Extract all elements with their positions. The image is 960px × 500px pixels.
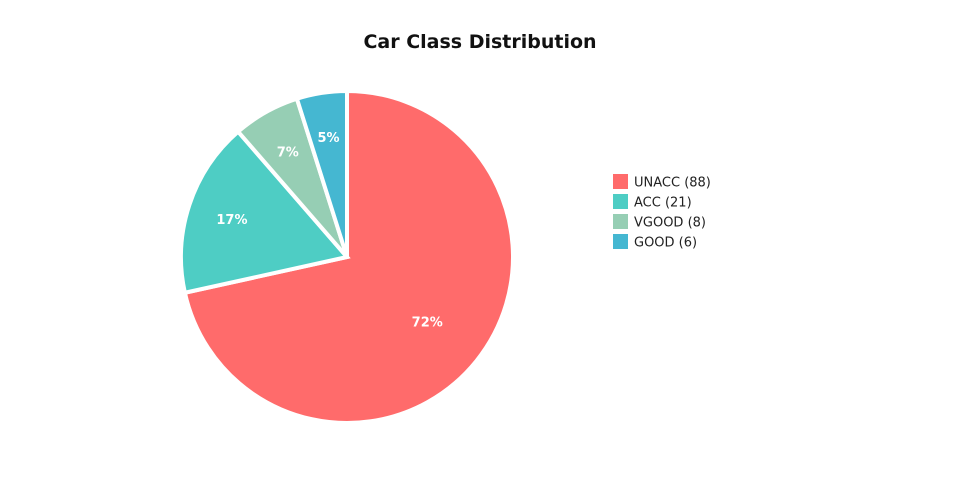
slice-label-acc: 17% [216, 213, 247, 228]
chart-title: Car Class Distribution [363, 31, 596, 53]
legend-item-unacc[interactable]: UNACC (88) [613, 174, 711, 191]
slice-label-unacc: 72% [412, 315, 443, 330]
legend-label-unacc: UNACC (88) [634, 176, 711, 191]
pie-slice-good[interactable] [294, 88, 349, 258]
legend-item-vgood[interactable]: VGOOD (8) [613, 214, 706, 231]
slice-label-vgood: 7% [277, 145, 299, 160]
pie-slice-labels: 72% 17% 7% 5% [216, 131, 442, 330]
legend: UNACC (88) ACC (21) VGOOD (8) GOOD (6) [613, 174, 711, 251]
legend-swatch-unacc [613, 174, 628, 189]
slice-label-good: 5% [317, 131, 339, 146]
legend-label-good: GOOD (6) [634, 236, 697, 251]
legend-swatch-acc [613, 194, 628, 209]
legend-swatch-good [613, 234, 628, 249]
legend-label-acc: ACC (21) [634, 196, 692, 211]
pie-slice-acc[interactable] [179, 128, 351, 296]
legend-item-acc[interactable]: ACC (21) [613, 194, 692, 211]
legend-label-vgood: VGOOD (8) [634, 216, 706, 231]
pie-slices [179, 88, 515, 425]
legend-item-good[interactable]: GOOD (6) [613, 234, 697, 251]
legend-swatch-vgood [613, 214, 628, 229]
